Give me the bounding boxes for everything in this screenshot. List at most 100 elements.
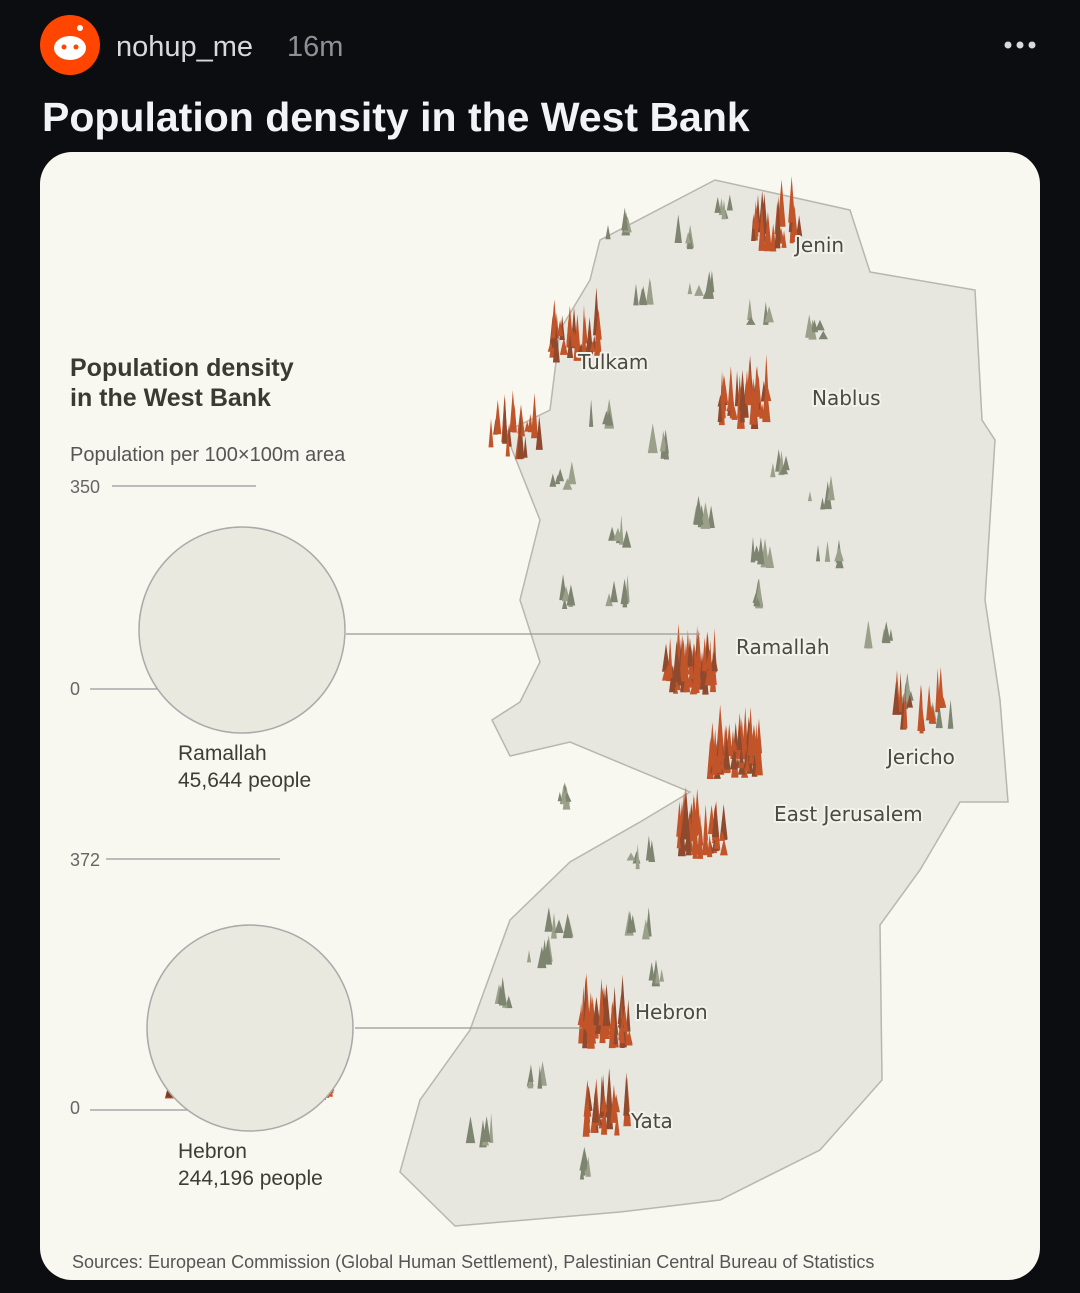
- spike: [739, 386, 745, 423]
- spike: [562, 913, 573, 939]
- spike: [770, 462, 776, 478]
- username[interactable]: nohup_me: [116, 31, 253, 63]
- spike: [790, 204, 799, 243]
- spike: [594, 315, 602, 355]
- inset-circle: [146, 924, 354, 1132]
- spike: [531, 392, 538, 439]
- avatar-eye: [73, 44, 79, 50]
- post-time: 16m: [287, 31, 343, 63]
- spike: [605, 1067, 614, 1118]
- spike: [726, 194, 733, 211]
- dot: [1028, 41, 1036, 49]
- spike: [683, 664, 691, 693]
- spike: [747, 706, 754, 756]
- spike: [827, 475, 835, 501]
- source-note: Sources: European Commission (Global Hum…: [72, 1252, 874, 1272]
- spike: [626, 852, 636, 861]
- spike: [581, 1158, 586, 1176]
- spike: [591, 1087, 600, 1123]
- spike: [626, 999, 631, 1032]
- spike: [536, 425, 541, 445]
- spike: [598, 978, 605, 1026]
- spike: [579, 1146, 590, 1171]
- spike: [687, 637, 693, 667]
- spike: [552, 325, 560, 363]
- dot: [1016, 41, 1024, 49]
- spike: [566, 584, 576, 606]
- city-label: Nablus: [812, 386, 881, 410]
- spike: [605, 224, 611, 240]
- inset-population: 244,196 people: [178, 1167, 323, 1190]
- spike: [722, 735, 731, 770]
- spike: [744, 754, 750, 772]
- spike: [680, 810, 688, 840]
- spike: [776, 195, 781, 242]
- post-title[interactable]: Population density in the West Bank: [42, 94, 750, 140]
- spike: [727, 366, 735, 411]
- spike: [638, 288, 646, 304]
- scale-max: 350: [70, 477, 100, 497]
- spike: [906, 694, 914, 708]
- spike: [512, 403, 517, 433]
- spike: [694, 284, 704, 296]
- spike: [711, 753, 717, 776]
- inset-circle: [138, 526, 346, 734]
- spike: [648, 962, 655, 981]
- spike: [763, 385, 772, 402]
- spike: [482, 1115, 491, 1142]
- spike: [683, 642, 689, 673]
- spike: [687, 282, 693, 295]
- spike: [577, 1012, 583, 1026]
- spike: [750, 536, 756, 563]
- spike: [600, 1093, 608, 1112]
- spike: [693, 495, 704, 525]
- spike: [748, 746, 753, 764]
- spike: [613, 1017, 618, 1045]
- spike: [602, 983, 611, 1026]
- avatar[interactable]: [40, 15, 100, 75]
- spike: [527, 413, 533, 433]
- spike: [674, 655, 682, 683]
- spike: [741, 721, 749, 760]
- spike: [714, 196, 722, 213]
- spike: [602, 1120, 608, 1132]
- spike: [561, 585, 571, 602]
- spike: [762, 385, 770, 422]
- spike: [489, 1113, 494, 1143]
- spike: [571, 330, 578, 347]
- spike: [704, 271, 714, 299]
- spike: [689, 681, 698, 695]
- spike: [714, 834, 719, 849]
- spike: [824, 540, 831, 562]
- more-menu[interactable]: [1004, 41, 1036, 49]
- spike: [935, 668, 941, 713]
- spike: [788, 176, 796, 223]
- spike: [739, 745, 744, 763]
- spike: [755, 730, 763, 776]
- spike: [807, 491, 812, 502]
- city-label: Ramallah: [736, 635, 830, 659]
- spike: [560, 784, 567, 805]
- spike: [605, 593, 613, 607]
- spike: [752, 204, 760, 229]
- spike: [719, 838, 728, 856]
- spike: [758, 203, 766, 251]
- spike: [550, 299, 558, 339]
- spike: [818, 330, 828, 340]
- city-label: Hebron: [635, 1000, 708, 1024]
- spike: [544, 907, 554, 932]
- spike: [892, 681, 900, 715]
- spike: [759, 404, 766, 419]
- spike: [940, 696, 947, 708]
- spike: [641, 918, 650, 940]
- inset-city: Hebron: [178, 1140, 247, 1163]
- spike: [526, 950, 532, 963]
- spike: [710, 650, 718, 672]
- spike: [721, 199, 727, 220]
- spike: [567, 461, 577, 485]
- spike: [520, 420, 525, 437]
- spike: [608, 526, 617, 541]
- scale-min: 0: [70, 1098, 80, 1118]
